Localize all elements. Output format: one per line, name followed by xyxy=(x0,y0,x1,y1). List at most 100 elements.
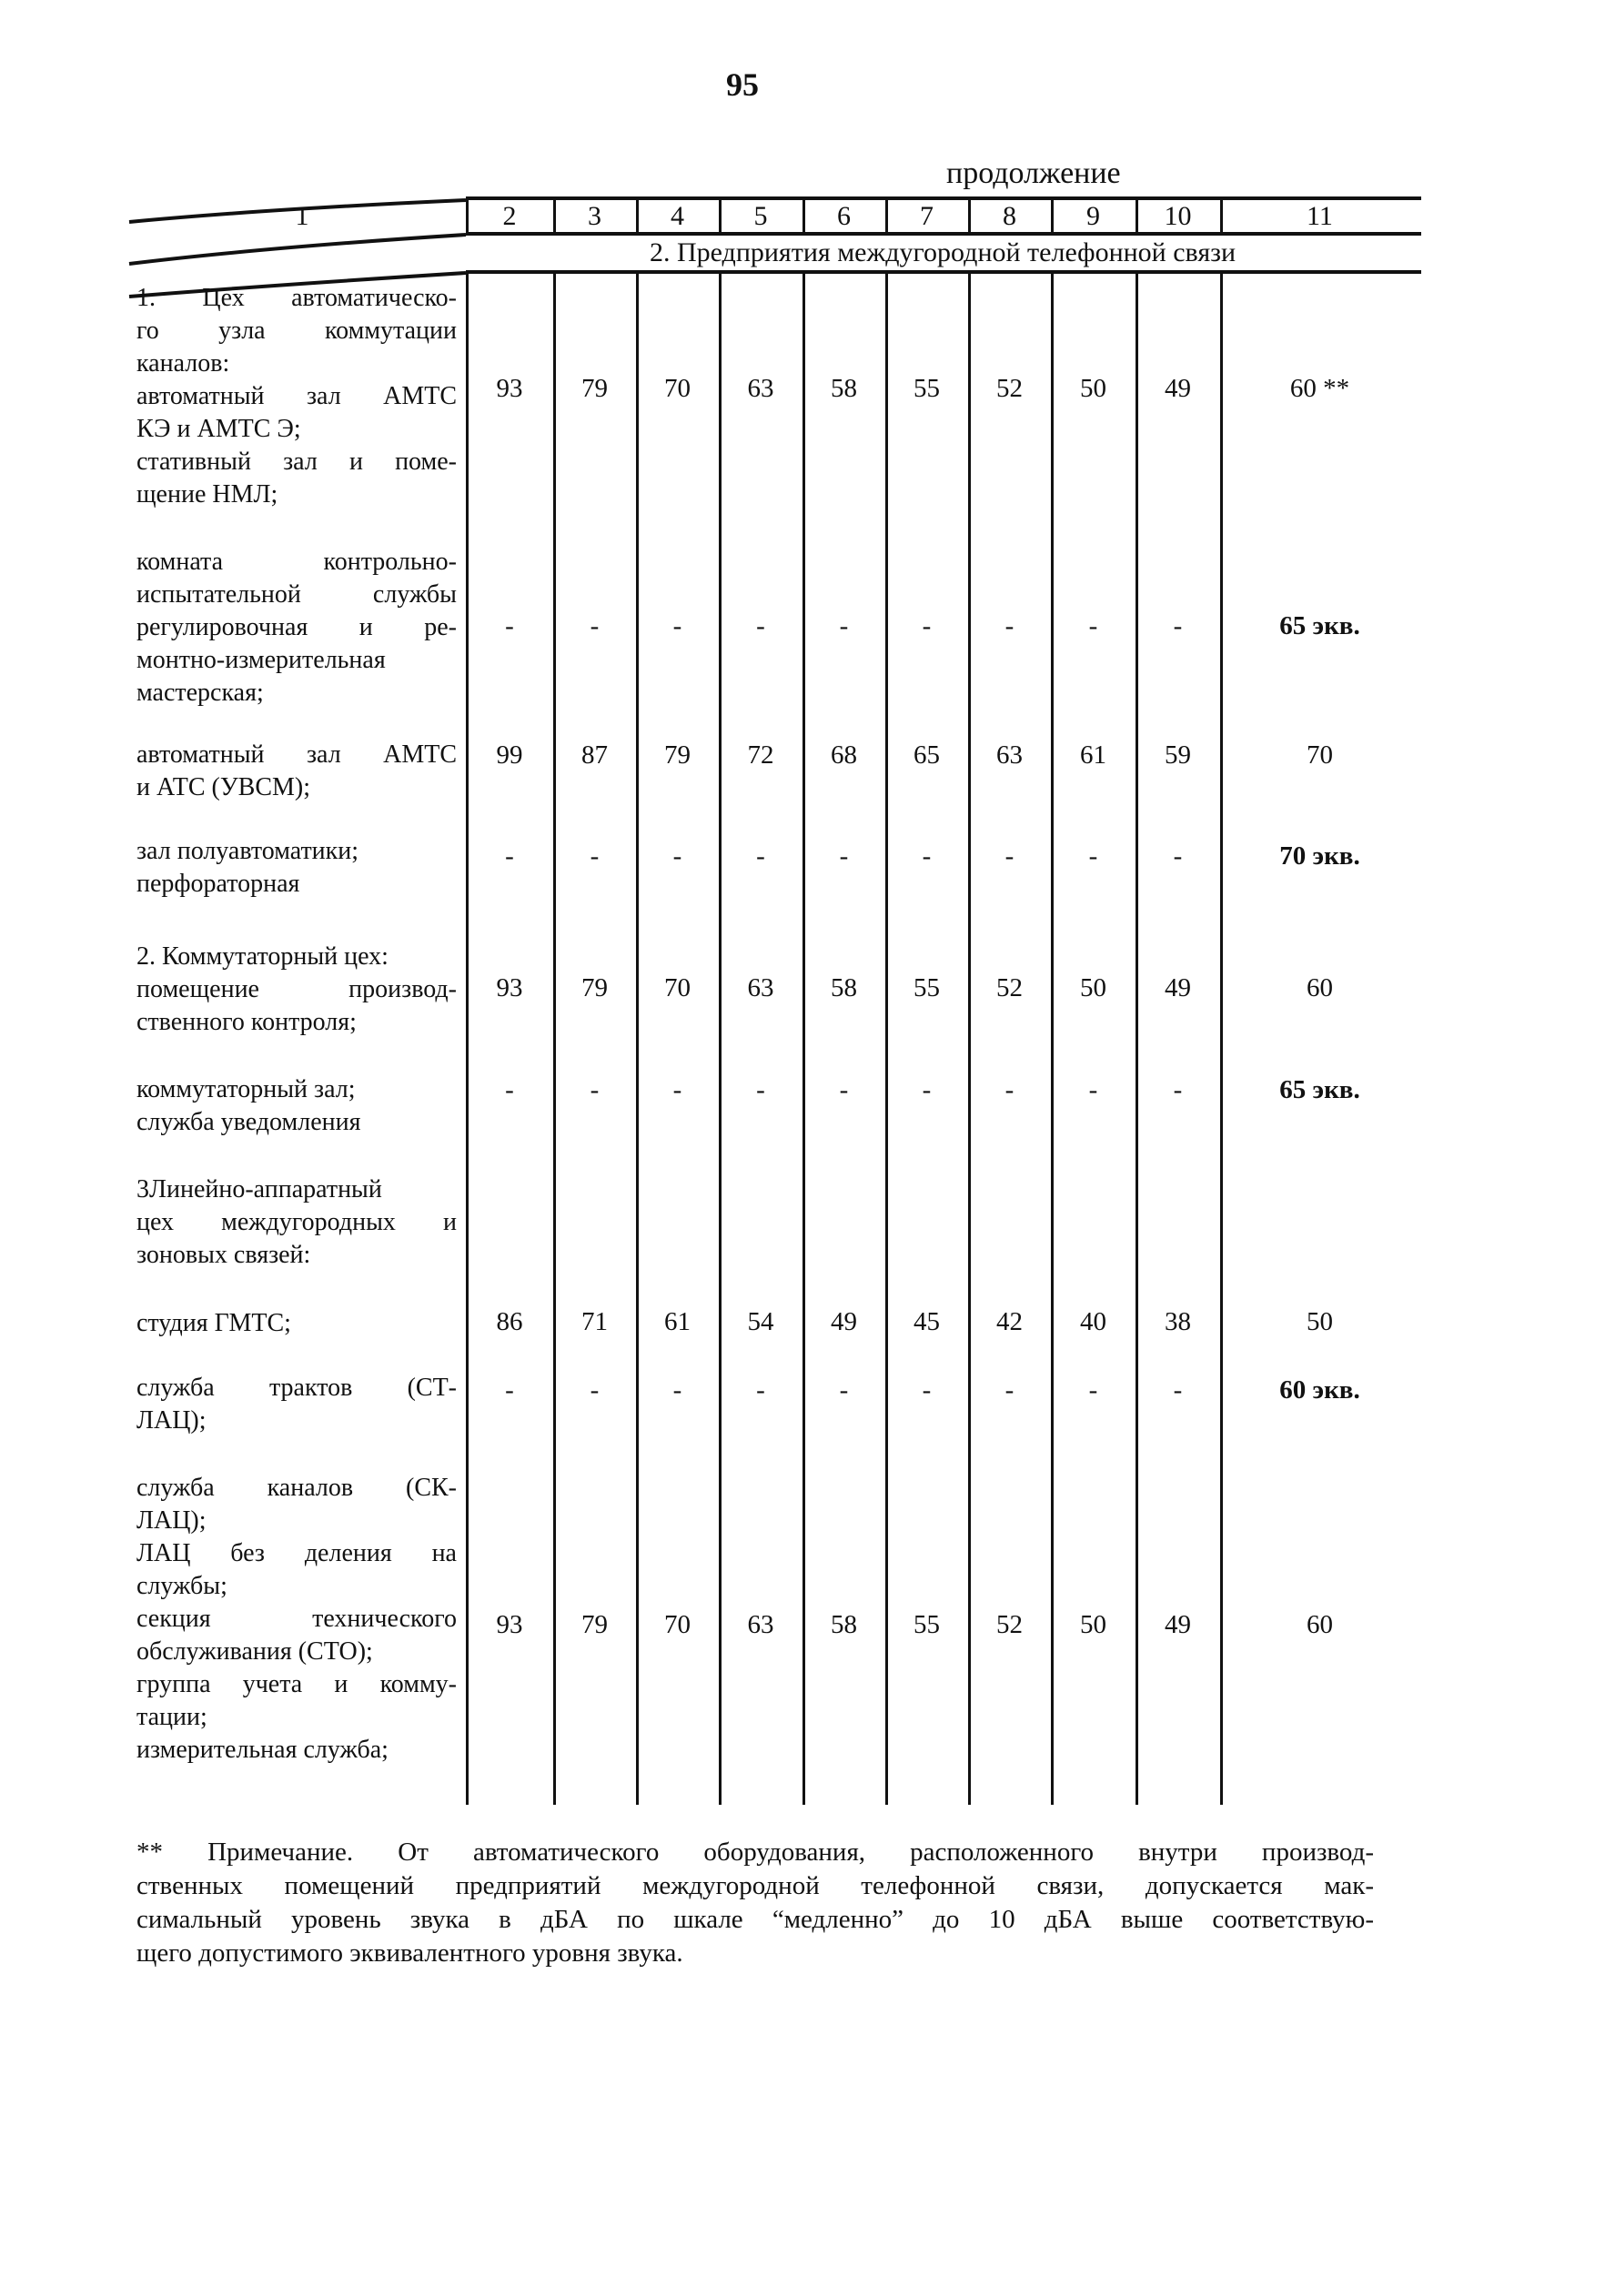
header-divider xyxy=(719,198,722,233)
column-divider xyxy=(802,273,805,1805)
row-label-line: зоновых связей: xyxy=(136,1241,311,1269)
cell-value: - xyxy=(922,611,932,640)
column-divider xyxy=(968,273,971,1805)
cell-value: 60 xyxy=(1307,1610,1333,1639)
cell-value: 50 xyxy=(1080,1610,1106,1639)
row-label: служба трактов (СТ- ЛАЦ); xyxy=(136,1372,457,1437)
row-label-line: регулировочная и ре- xyxy=(136,613,457,641)
column-divider xyxy=(466,273,469,1805)
cell-value: 59 xyxy=(1165,740,1191,770)
column-header-8: 8 xyxy=(1003,201,1016,231)
cell-value: - xyxy=(922,1375,932,1405)
row-label-line: служба каналов (СК- xyxy=(136,1474,457,1502)
cell-value: - xyxy=(922,1075,932,1104)
column-header-7: 7 xyxy=(920,201,934,231)
cell-value: 60 xyxy=(1307,973,1333,1002)
cell-value: 79 xyxy=(664,740,691,770)
cell-value: - xyxy=(1088,1375,1098,1405)
row-label-line: КЭ и АМТС Э; xyxy=(136,415,301,443)
column-divider xyxy=(1136,273,1138,1805)
cell-value: 72 xyxy=(747,740,774,770)
section-bottom-rule xyxy=(466,270,1421,274)
cell-value: 38 xyxy=(1165,1307,1191,1336)
cell-value: - xyxy=(672,841,682,871)
cell-value: - xyxy=(505,841,514,871)
cell-value: 58 xyxy=(831,973,857,1002)
cell-value: 55 xyxy=(914,374,940,403)
cell-value: 61 xyxy=(664,1307,691,1336)
cell-value: 70 xyxy=(664,973,691,1002)
row-label-line: монтно-измерительная xyxy=(136,646,386,674)
cell-value: - xyxy=(672,1375,682,1405)
cell-value: - xyxy=(505,1075,514,1104)
cell-value: - xyxy=(1004,1075,1014,1104)
cell-value: - xyxy=(1088,1075,1098,1104)
row-label-line: зал полуавтоматики; xyxy=(136,837,359,865)
cell-value: 63 xyxy=(747,1610,774,1639)
column-divider xyxy=(719,273,722,1805)
cell-value: 60 экв. xyxy=(1279,1375,1360,1405)
header-divider xyxy=(1051,198,1054,233)
column-header-6: 6 xyxy=(837,201,851,231)
row-label: служба каналов (СК- ЛАЦ); ЛАЦ без деления … xyxy=(136,1472,457,1767)
row-label-line: помещение производ- xyxy=(136,975,457,1003)
cell-value: - xyxy=(1173,1375,1183,1405)
cell-value: - xyxy=(672,1075,682,1104)
cell-value: 93 xyxy=(496,374,523,403)
cell-value: 79 xyxy=(581,973,608,1002)
row-label-line: щение НМЛ; xyxy=(136,480,278,509)
cell-value: 40 xyxy=(1080,1307,1106,1336)
header-divider xyxy=(1220,198,1223,233)
cell-value: 65 экв. xyxy=(1279,611,1360,640)
row-label: зал полуавтоматики; перфораторная xyxy=(136,835,457,901)
cell-value: - xyxy=(1173,1075,1183,1104)
footnote-line: щего допустимого эквивалентного уровня з… xyxy=(136,1939,683,1968)
section-title: 2. Предприятия междугородной телефонной … xyxy=(649,237,1237,267)
cell-value: 79 xyxy=(581,374,608,403)
header-divider xyxy=(636,198,639,233)
cell-value: 52 xyxy=(996,374,1023,403)
column-divider xyxy=(885,273,888,1805)
cell-value: 63 xyxy=(747,374,774,403)
cell-value: - xyxy=(672,611,682,640)
header-bottom-rule xyxy=(466,232,1421,236)
cell-value: 49 xyxy=(831,1307,857,1336)
row-label-line: ЛАЦ); xyxy=(136,1506,207,1535)
cell-value: 58 xyxy=(831,1610,857,1639)
row-label-line: ЛАЦ); xyxy=(136,1406,207,1435)
cell-value: - xyxy=(1173,841,1183,871)
cell-value: - xyxy=(1004,841,1014,871)
cell-value: - xyxy=(756,1375,765,1405)
row-label-line: 3Линейно-аппаратный xyxy=(136,1175,382,1203)
column-header-5: 5 xyxy=(753,201,768,231)
cell-value: 63 xyxy=(747,973,774,1002)
cell-value: 52 xyxy=(996,1610,1023,1639)
cell-value: - xyxy=(590,1075,600,1104)
row-label-line: автоматный зал АМТС xyxy=(136,382,457,410)
cell-value: - xyxy=(505,611,514,640)
row-label-line: службы; xyxy=(136,1572,227,1600)
row-label-line: коммутаторный зал; xyxy=(136,1075,356,1103)
column-divider xyxy=(636,273,639,1805)
row-label-line: тации; xyxy=(136,1703,207,1731)
cell-value: - xyxy=(839,1075,849,1104)
row-label: коммутаторный зал; служба уведомления xyxy=(136,1073,457,1139)
cell-value: 99 xyxy=(496,740,523,770)
cell-value: 50 xyxy=(1307,1307,1333,1336)
row-label-line: ЛАЦ без деления на xyxy=(136,1539,457,1567)
cell-value: - xyxy=(590,841,600,871)
page-number: 95 xyxy=(726,66,759,103)
cell-value: 60 ** xyxy=(1289,374,1350,403)
cell-value: - xyxy=(1088,841,1098,871)
cell-value: - xyxy=(839,1375,849,1405)
row-label-line: служба уведомления xyxy=(136,1108,361,1136)
continuation-label: продолжение xyxy=(946,156,1121,190)
row-label-line: обслуживания (СТО); xyxy=(136,1637,373,1666)
cell-value: - xyxy=(839,611,849,640)
cell-value: 86 xyxy=(496,1307,523,1336)
cell-value: 45 xyxy=(914,1307,940,1336)
cell-value: 55 xyxy=(914,973,940,1002)
header-divider xyxy=(885,198,888,233)
row-label-line: комната контрольно- xyxy=(136,548,457,576)
cell-value: 52 xyxy=(996,973,1023,1002)
